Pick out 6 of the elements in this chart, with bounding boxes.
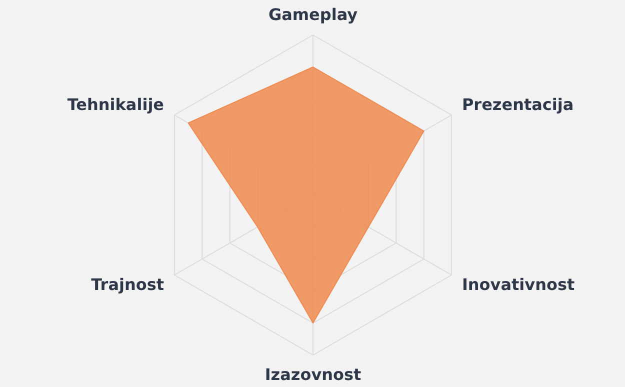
spoke-label: Trajnost: [91, 275, 164, 294]
spoke-label: Izazovnost: [264, 365, 362, 384]
spoke-label: Gameplay: [268, 5, 358, 24]
spoke-label: Tehnikalije: [67, 95, 164, 114]
spoke-label: Inovativnost: [462, 275, 575, 294]
spoke-label: Prezentacija: [462, 95, 574, 114]
